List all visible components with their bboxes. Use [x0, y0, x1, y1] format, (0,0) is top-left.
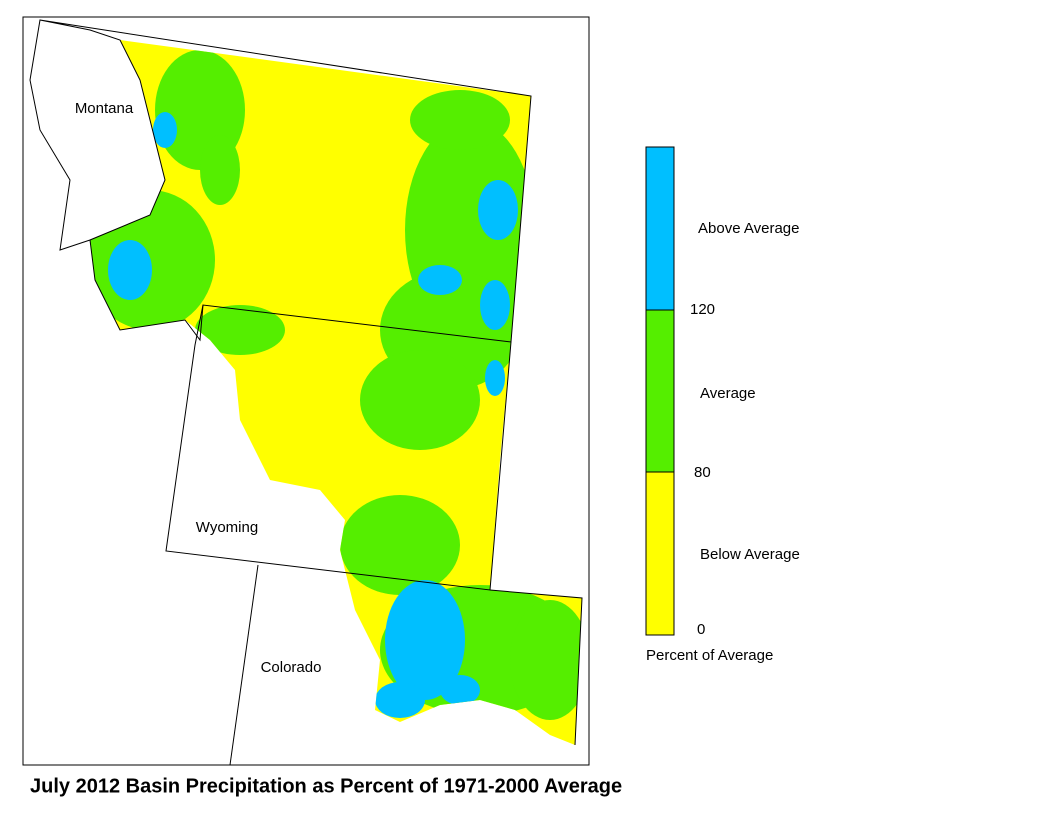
state-label: Montana [75, 100, 134, 117]
legend-swatch [645, 471, 675, 636]
legend-break: 120 [690, 301, 715, 318]
legend: Above Average Average Below Average 120 … [645, 146, 800, 664]
montana-border [29, 19, 532, 343]
above-areas [108, 112, 518, 718]
state-borders [29, 19, 583, 766]
map-title: July 2012 Basin Precipitation as Percent… [30, 775, 622, 797]
legend-swatch [645, 146, 675, 311]
legend-break: 80 [694, 464, 711, 481]
wyoming-border [165, 304, 512, 591]
legend-swatch [645, 309, 675, 473]
colorado-border-east [489, 589, 583, 746]
legend-caption: Percent of Average [646, 647, 773, 664]
legend-label: Average [700, 385, 756, 402]
colorado-border [229, 564, 259, 766]
legend-break: 0 [697, 621, 705, 638]
legend-label: Above Average [698, 220, 799, 237]
legend-label: Below Average [700, 546, 800, 563]
state-label: Colorado [261, 659, 322, 676]
state-label: Wyoming [196, 519, 258, 536]
